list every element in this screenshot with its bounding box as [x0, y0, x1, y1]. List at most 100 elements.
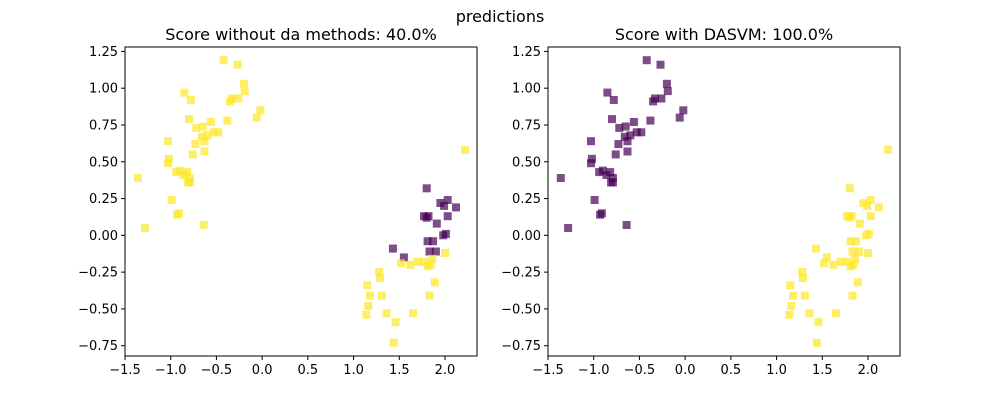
data-point-class-1 — [409, 309, 417, 318]
data-point-class-1 — [845, 213, 854, 222]
left-plot-points — [133, 56, 470, 347]
y-tick-label: 1.25 — [512, 45, 541, 60]
data-point-class-1 — [461, 146, 470, 154]
data-point-class-1 — [832, 309, 840, 318]
data-point-class-1 — [366, 291, 374, 300]
y-tick-label: 0.50 — [512, 155, 541, 170]
data-point-class-1 — [239, 79, 248, 88]
x-tick-label: −1.0 — [155, 363, 187, 378]
x-tick-label: 2.0 — [435, 363, 456, 378]
data-point-class-0 — [587, 137, 595, 146]
data-point-class-1 — [183, 168, 192, 177]
data-point-class-1 — [186, 96, 195, 104]
data-point-class-1 — [786, 281, 795, 290]
data-point-class-1 — [430, 278, 439, 287]
data-point-class-0 — [597, 209, 606, 218]
data-point-class-1 — [363, 281, 372, 290]
data-point-class-1 — [375, 268, 384, 277]
data-point-class-1 — [164, 159, 172, 168]
y-tick-label: 0.50 — [89, 155, 118, 170]
data-point-class-0 — [606, 168, 615, 177]
data-point-class-1 — [855, 219, 864, 228]
y-tick-label: −0.25 — [501, 266, 541, 281]
data-point-class-0 — [614, 140, 623, 149]
data-point-class-1 — [188, 150, 197, 159]
data-point-class-1 — [848, 291, 857, 300]
data-point-class-1 — [820, 259, 829, 268]
y-tick-label: −0.75 — [78, 339, 118, 354]
data-point-class-0 — [663, 87, 672, 96]
data-point-class-1 — [864, 249, 872, 257]
data-point-class-1 — [425, 291, 434, 300]
data-point-class-1 — [197, 132, 206, 141]
data-point-class-1 — [805, 309, 814, 318]
data-point-class-1 — [389, 338, 398, 347]
data-point-class-1 — [219, 56, 228, 65]
data-point-class-1 — [812, 338, 821, 347]
data-point-class-1 — [866, 196, 875, 204]
left-plot-title: Score without da methods: 40.0% — [165, 25, 437, 44]
right-plot-axes-frame — [547, 46, 901, 357]
data-point-class-1 — [843, 257, 851, 266]
x-tick-label: 1.0 — [766, 363, 787, 378]
data-point-class-1 — [209, 128, 218, 137]
data-point-class-1 — [836, 257, 845, 266]
data-point-class-0 — [452, 203, 460, 212]
data-point-class-1 — [441, 249, 449, 257]
data-point-class-0 — [399, 253, 408, 262]
data-point-class-1 — [397, 259, 406, 268]
x-tick-label: 0.5 — [298, 363, 319, 378]
data-point-class-1 — [382, 309, 391, 318]
data-point-class-1 — [413, 257, 422, 266]
x-tick-label: 1.5 — [389, 363, 410, 378]
data-point-class-0 — [615, 123, 624, 132]
data-point-class-1 — [226, 97, 235, 106]
data-point-class-1 — [206, 118, 215, 126]
y-tick-label: 0.75 — [89, 118, 118, 133]
y-tick-label: −0.75 — [501, 339, 541, 354]
data-point-class-1 — [406, 260, 415, 269]
data-point-class-1 — [185, 115, 193, 124]
x-tick-label: −1.0 — [578, 363, 610, 378]
x-tick-label: 0.5 — [721, 363, 742, 378]
data-point-class-0 — [608, 174, 617, 182]
data-point-class-1 — [848, 247, 857, 256]
data-point-class-1 — [133, 174, 142, 182]
data-point-class-0 — [623, 147, 632, 156]
data-point-class-1 — [141, 224, 150, 232]
data-point-class-1 — [799, 274, 808, 282]
data-point-class-1 — [866, 212, 875, 221]
data-point-class-1 — [420, 257, 428, 266]
data-point-class-0 — [675, 113, 684, 122]
data-point-class-1 — [852, 237, 861, 246]
data-point-class-0 — [439, 231, 448, 240]
x-tick-label: 1.5 — [812, 363, 833, 378]
data-point-class-0 — [609, 96, 618, 104]
data-point-class-1 — [428, 254, 437, 263]
data-point-class-0 — [388, 244, 397, 253]
data-point-class-0 — [646, 116, 655, 125]
data-point-class-1 — [875, 203, 883, 212]
data-point-class-1 — [198, 122, 207, 131]
x-tick-label: 0.0 — [675, 363, 696, 378]
data-point-class-0 — [657, 94, 666, 103]
data-point-class-0 — [564, 224, 573, 232]
data-point-class-0 — [608, 115, 616, 124]
data-point-class-0 — [422, 184, 431, 193]
data-point-class-0 — [431, 247, 440, 256]
data-point-class-0 — [626, 131, 635, 140]
data-point-class-0 — [642, 56, 651, 65]
data-point-class-1 — [845, 184, 854, 193]
right-plot-title: Score with DASVM: 100.0% — [615, 25, 833, 44]
right-plot-points — [556, 56, 893, 347]
data-point-class-0 — [622, 221, 631, 229]
data-point-class-0 — [623, 137, 632, 146]
data-point-class-0 — [590, 196, 599, 204]
data-point-class-1 — [814, 318, 823, 327]
data-point-class-0 — [443, 196, 452, 204]
data-point-class-1 — [214, 128, 223, 137]
y-tick-label: 1.25 — [89, 45, 118, 60]
data-point-class-1 — [223, 116, 232, 125]
